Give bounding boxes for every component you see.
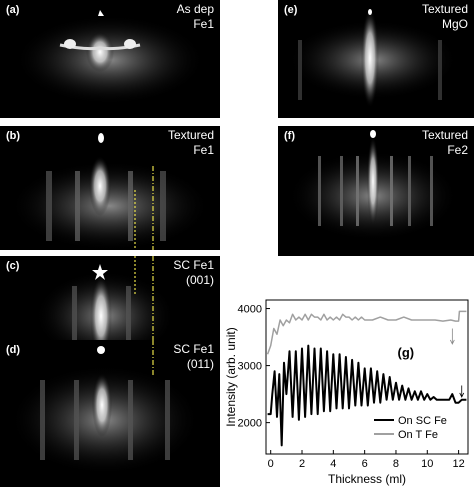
caption-line: Textured — [421, 2, 468, 16]
chart-axes: 2000 3000 4000 0 2 4 6 8 10 12 Thickness (ml) Inten… — [224, 299, 469, 486]
rheed-panel-d: (d) SC Fe1 (011) — [0, 340, 220, 487]
x-tick-label: 8 — [393, 458, 399, 470]
x-axis-label: Thickness (ml) — [328, 472, 406, 486]
y-axis-label: Intensity (arb. unit) — [224, 327, 238, 426]
caption-line: MgO — [441, 17, 468, 31]
panel-label: (a) — [6, 4, 20, 16]
rheed-panel-b: (b) Textured Fe1 — [0, 126, 220, 250]
caption-line: SC Fe1 — [173, 258, 214, 272]
x-tick-label: 10 — [421, 458, 433, 470]
arrow-marker-sc — [459, 385, 465, 398]
y-tick-label: 4000 — [238, 304, 262, 316]
panel-label: (c) — [6, 260, 20, 272]
panel-caption: SC Fe1 (001) — [173, 258, 214, 288]
panel-label: (b) — [6, 130, 21, 142]
series-line-sc-fe — [267, 344, 467, 447]
rheed-pattern-f — [288, 130, 458, 241]
y-tick-label: 3000 — [238, 361, 262, 373]
intensity-chart: 2000 3000 4000 0 2 4 6 8 10 12 Thickness (ml) Inten… — [224, 299, 469, 486]
caption-line: Fe1 — [193, 143, 214, 157]
caption-line: Fe1 — [193, 17, 214, 31]
x-tick-label: 6 — [362, 458, 368, 470]
rheed-pattern-c — [35, 256, 175, 366]
rheed-pattern-b — [10, 133, 210, 250]
panel-caption: SC Fe1 (011) — [173, 342, 214, 372]
caption-line: SC Fe1 — [173, 342, 214, 356]
chart-series — [266, 310, 467, 447]
rheed-panel-a: (a) As dep Fe1 — [0, 0, 220, 118]
caption-line: (011) — [186, 357, 214, 371]
rheed-panel-f: (f) Textured Fe2 — [278, 126, 474, 256]
legend-label: On SC Fe — [398, 415, 447, 427]
panel-label: (d) — [6, 344, 21, 356]
panel-caption: Textured MgO — [422, 2, 468, 32]
rheed-pattern-a — [15, 10, 205, 105]
rheed-panel-e: (e) Textured MgO — [278, 0, 474, 118]
x-tick-label: 2 — [299, 458, 305, 470]
caption-line: Fe2 — [447, 143, 468, 157]
x-tick-label: 12 — [452, 458, 464, 470]
x-tick-label: 0 — [268, 458, 274, 470]
panel-label: (f) — [284, 130, 295, 142]
chart-panel-label: (g) — [398, 345, 415, 360]
rheed-pattern-e — [288, 8, 458, 108]
arrow-marker-t — [449, 328, 455, 345]
legend-label: On T Fe — [398, 429, 438, 441]
caption-line: Textured — [167, 128, 214, 142]
caption-line: As dep — [176, 2, 214, 16]
caption-line: (001) — [185, 273, 214, 287]
x-tick-label: 4 — [330, 458, 336, 470]
plot-frame — [265, 299, 469, 455]
panel-caption: Textured Fe2 — [422, 128, 468, 158]
series-line-t-fe — [266, 310, 467, 355]
y-tick-label: 2000 — [238, 418, 262, 430]
rheed-pattern-d — [10, 340, 200, 475]
panel-caption: Textured Fe1 — [168, 128, 214, 158]
chart-legend: On SC Fe On T Fe — [374, 415, 447, 441]
caption-line: Textured — [421, 128, 468, 142]
panel-caption: As dep Fe1 — [177, 2, 214, 32]
panel-label: (e) — [284, 4, 298, 16]
